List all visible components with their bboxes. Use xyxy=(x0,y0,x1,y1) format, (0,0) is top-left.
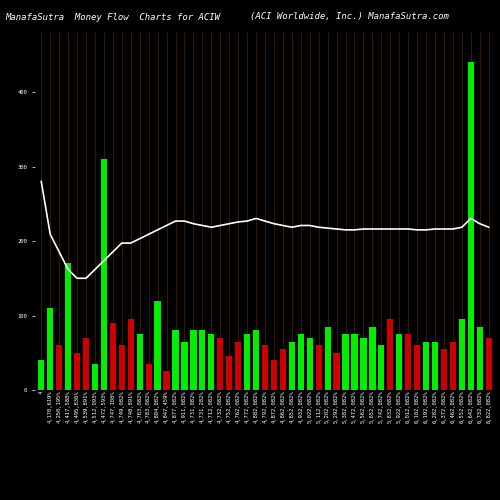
Bar xyxy=(298,334,304,390)
Bar xyxy=(136,334,143,390)
Bar xyxy=(172,330,178,390)
Bar xyxy=(271,360,277,390)
Bar xyxy=(280,349,286,390)
Bar xyxy=(101,159,107,390)
Bar xyxy=(306,338,313,390)
Bar xyxy=(217,338,224,390)
Bar xyxy=(92,364,98,390)
Bar xyxy=(468,62,474,390)
Bar xyxy=(110,323,116,390)
Bar xyxy=(396,334,402,390)
Text: ManafaSutra  Money Flow  Charts for ACIW: ManafaSutra Money Flow Charts for ACIW xyxy=(5,12,220,22)
Bar xyxy=(38,360,44,390)
Bar xyxy=(342,334,348,390)
Bar xyxy=(334,353,340,390)
Bar xyxy=(226,356,232,390)
Bar xyxy=(459,319,465,390)
Bar xyxy=(450,342,456,390)
Bar xyxy=(432,342,438,390)
Bar xyxy=(128,319,134,390)
Bar xyxy=(74,353,80,390)
Bar xyxy=(118,346,125,390)
Bar xyxy=(288,342,295,390)
Bar xyxy=(360,338,366,390)
Bar xyxy=(47,308,54,390)
Bar xyxy=(262,346,268,390)
Bar xyxy=(253,330,259,390)
Bar xyxy=(486,338,492,390)
Bar xyxy=(414,346,420,390)
Bar xyxy=(146,364,152,390)
Bar xyxy=(352,334,358,390)
Bar xyxy=(370,326,376,390)
Bar xyxy=(164,372,170,390)
Bar xyxy=(56,346,62,390)
Bar xyxy=(182,342,188,390)
Bar xyxy=(423,342,429,390)
Bar xyxy=(208,334,214,390)
Bar xyxy=(378,346,384,390)
Bar xyxy=(154,300,160,390)
Bar xyxy=(244,334,250,390)
Bar xyxy=(441,349,447,390)
Bar xyxy=(476,326,483,390)
Bar xyxy=(405,334,411,390)
Bar xyxy=(190,330,196,390)
Bar xyxy=(65,264,71,390)
Bar xyxy=(199,330,205,390)
Bar xyxy=(316,346,322,390)
Bar xyxy=(387,319,394,390)
Bar xyxy=(324,326,331,390)
Bar xyxy=(235,342,242,390)
Text: (ACI Worldwide, Inc.) ManafaSutra.com: (ACI Worldwide, Inc.) ManafaSutra.com xyxy=(250,12,449,22)
Bar xyxy=(83,338,89,390)
